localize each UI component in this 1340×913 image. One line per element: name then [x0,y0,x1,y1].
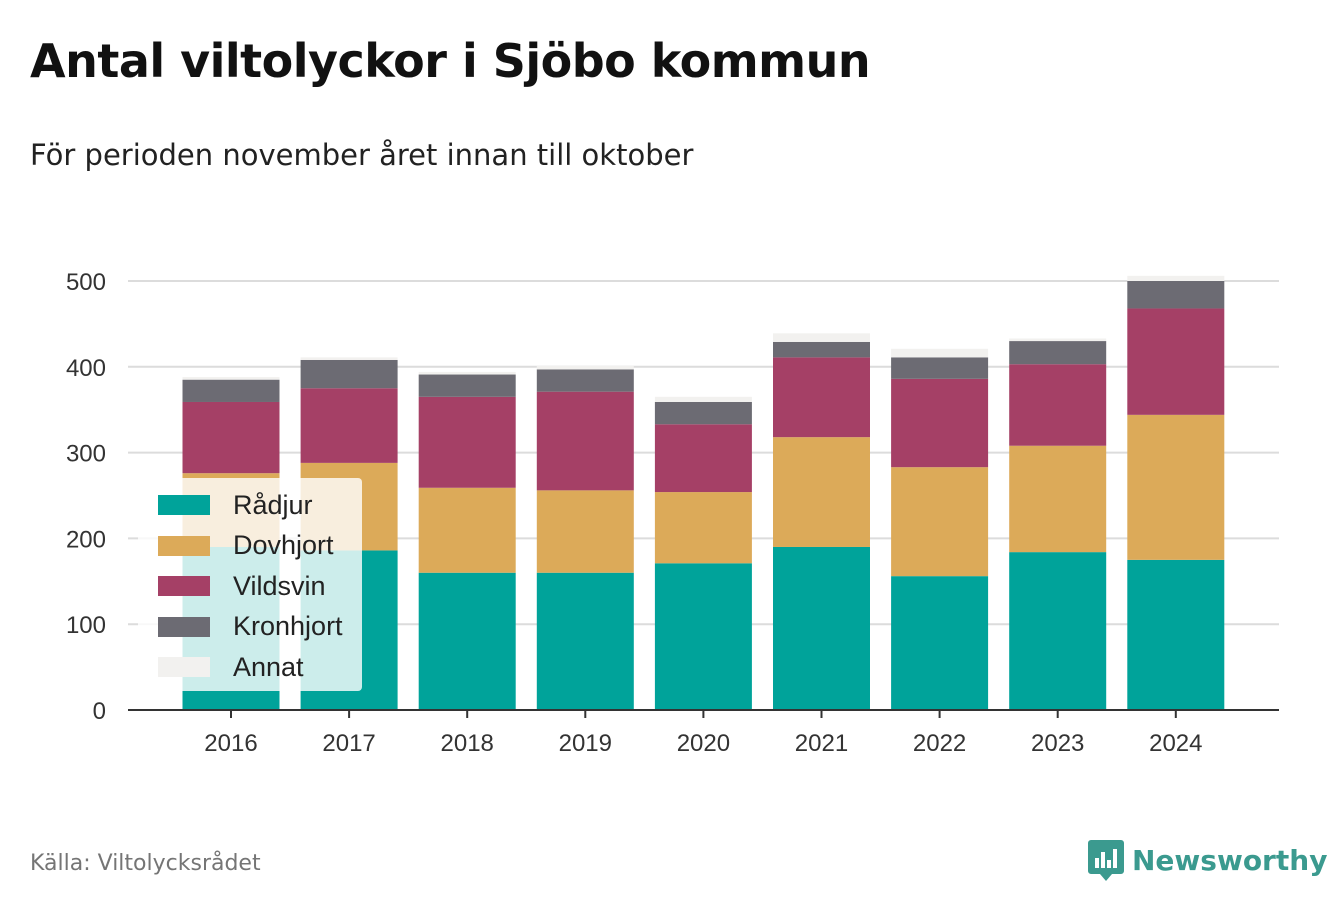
bar-segment-vildsvin-2024 [1127,308,1225,415]
x-tick-label-2021: 2021 [795,730,848,757]
y-tick-label: 400 [66,355,106,382]
legend-swatch [158,495,210,515]
legend-label: Annat [233,651,304,682]
bar-segment-rådjur-2024 [1127,559,1225,710]
bar-segment-kronhjort-2022 [891,357,989,379]
legend-item-annat: Annat [158,652,304,682]
x-axis [128,709,1279,718]
bar-segment-vildsvin-2016 [182,401,280,474]
legend: Rådjur Dovhjort Vildsvin Kronhjort Annat [138,478,362,691]
y-tick-label: 100 [66,612,106,639]
bar-segment-vildsvin-2023 [1009,364,1107,446]
bar-segment-rådjur-2019 [536,572,634,710]
legend-label: Dovhjort [233,530,334,560]
bar-segment-vildsvin-2020 [654,424,752,493]
bar-segment-vildsvin-2017 [300,388,398,463]
bar-segment-annat-2019 [536,365,634,370]
legend-label: Vildsvin [233,570,326,601]
y-tick-labels: 0 100 200 300 400 500 [66,269,106,725]
bar-segment-kronhjort-2018 [418,374,516,397]
chart-subtitle: För perioden november året innan till ok… [30,138,694,172]
x-tick-label-2018: 2018 [441,730,494,757]
bar-segment-dovhjort-2021 [773,437,870,547]
legend-swatch [158,576,210,596]
bar-segment-vildsvin-2022 [891,378,989,468]
x-tick-label-2023: 2023 [1031,730,1084,757]
bar-segment-rådjur-2023 [1009,552,1107,710]
chart-title: Antal viltolyckor i Sjöbo kommun [30,34,871,88]
legend-item-dovhjort: Dovhjort [158,530,334,561]
newsworthy-logo-icon [1088,840,1124,881]
bar-segment-annat-2022 [891,348,989,358]
bar-segment-dovhjort-2018 [418,487,516,573]
bar-segment-dovhjort-2022 [891,467,989,577]
brand-logo: Newsworthy [1088,838,1327,882]
x-tick-label-2019: 2019 [559,730,612,757]
x-tick-label-2024: 2024 [1149,730,1202,757]
bar-segment-kronhjort-2017 [300,359,398,389]
bar-segment-annat-2017 [300,357,398,360]
y-tick-label: 500 [66,269,106,296]
bar-segment-vildsvin-2018 [418,396,516,488]
y-tick-label: 0 [93,698,106,725]
bar-segment-dovhjort-2023 [1009,445,1107,553]
bar-segment-kronhjort-2023 [1009,341,1107,365]
bar-segment-vildsvin-2021 [773,357,870,438]
bar-segment-dovhjort-2020 [654,492,752,564]
bar-segment-rådjur-2020 [654,563,752,710]
legend-item-kronhjort: Kronhjort [158,611,343,642]
bar-segment-annat-2016 [182,377,280,380]
legend-swatch [158,616,210,637]
bar-segment-annat-2018 [418,371,516,375]
x-tick-labels: 2016 2017 2018 2019 2020 2021 2022 2023 2024 [204,730,1202,757]
bar-segment-annat-2020 [654,396,752,402]
bar-segment-annat-2021 [773,333,870,342]
legend-item-vildsvin: Vildsvin [158,571,326,601]
bar-segment-rådjur-2018 [418,572,516,710]
y-tick-label: 300 [66,441,106,468]
legend-label: Rådjur [233,489,313,520]
legend-item-rådjur: Rådjur [158,490,313,520]
x-tick-label-2020: 2020 [677,730,730,757]
bar-segment-kronhjort-2019 [536,369,634,392]
y-tick-label: 200 [66,526,106,553]
bar-segment-rådjur-2022 [891,576,989,710]
legend-swatch [158,535,210,556]
bar-segment-dovhjort-2024 [1127,414,1225,560]
bar-segment-annat-2024 [1127,275,1225,281]
brand-name: Newsworthy [1132,843,1328,877]
bar-segment-dovhjort-2019 [536,490,634,573]
bar-segment-vildsvin-2019 [536,391,634,491]
legend-label: Kronhjort [233,611,343,641]
x-tick-label-2017: 2017 [322,730,375,757]
bar-segment-annat-2023 [1009,338,1107,342]
bar-segment-kronhjort-2021 [773,341,870,358]
bar-segment-kronhjort-2020 [654,401,752,425]
source-note: Källa: Viltolycksrådet [30,851,261,876]
x-tick-label-2016: 2016 [204,730,257,757]
bar-segment-rådjur-2021 [773,546,870,710]
bar-segment-kronhjort-2024 [1127,281,1225,309]
bar-segment-kronhjort-2016 [182,379,280,402]
legend-swatch [158,657,210,677]
x-tick-label-2022: 2022 [913,730,966,757]
